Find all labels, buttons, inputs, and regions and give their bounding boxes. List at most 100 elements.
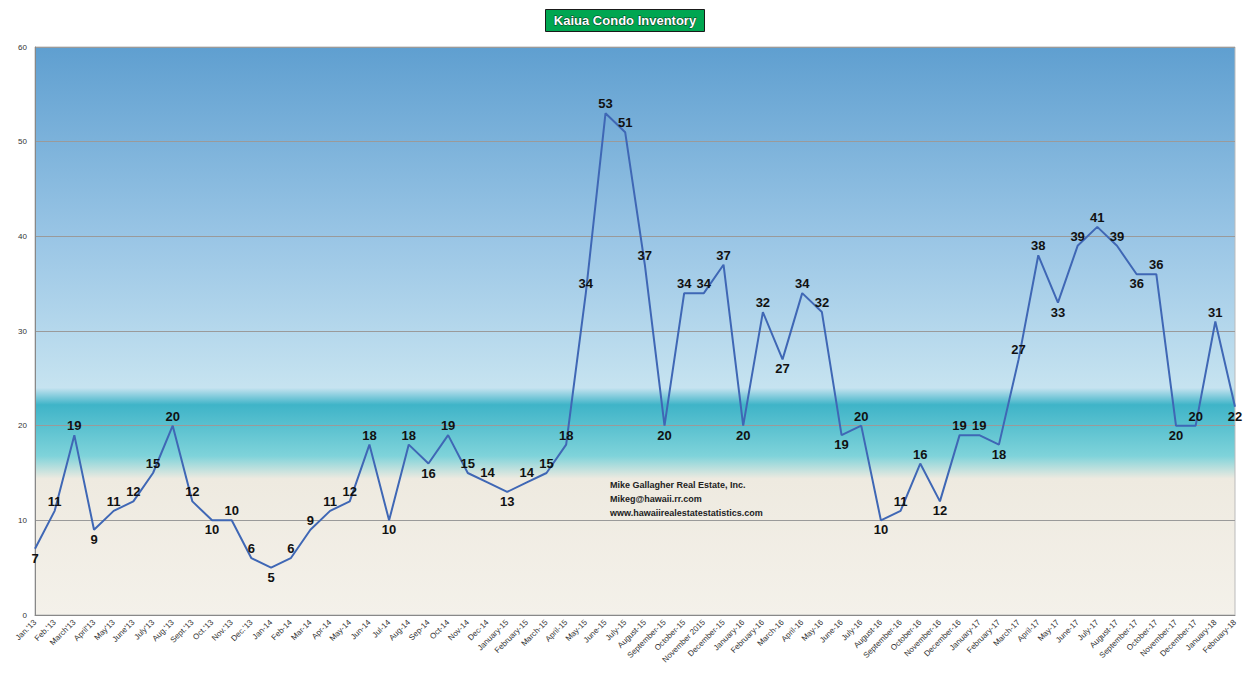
svg-text:www.hawaiirealestatestatistics: www.hawaiirealestatestatistics.com — [609, 508, 763, 518]
svg-text:19: 19 — [834, 437, 848, 452]
svg-text:39: 39 — [1070, 229, 1084, 244]
svg-text:18: 18 — [362, 428, 376, 443]
svg-text:14: 14 — [480, 465, 495, 480]
svg-text:39: 39 — [1110, 229, 1124, 244]
svg-text:March-15: March-15 — [519, 617, 550, 648]
svg-text:34: 34 — [677, 276, 692, 291]
svg-text:June-15: June-15 — [582, 617, 609, 644]
svg-text:27: 27 — [775, 361, 789, 376]
svg-text:11: 11 — [323, 494, 337, 509]
svg-text:9: 9 — [307, 513, 314, 528]
svg-text:34: 34 — [579, 276, 594, 291]
svg-text:19: 19 — [972, 418, 986, 433]
svg-text:December-16: December-16 — [922, 617, 963, 659]
svg-text:Jun-14: Jun-14 — [349, 617, 373, 641]
svg-text:11: 11 — [894, 494, 908, 509]
svg-text:September-16: September-16 — [861, 617, 904, 660]
svg-text:37: 37 — [716, 248, 730, 263]
svg-text:Sept.'13: Sept.'13 — [169, 617, 196, 644]
svg-text:10: 10 — [874, 522, 888, 537]
svg-text:February-15: February-15 — [492, 617, 530, 655]
svg-text:7: 7 — [31, 551, 38, 566]
svg-text:11: 11 — [48, 494, 62, 509]
svg-text:June-16: June-16 — [818, 617, 845, 644]
svg-text:16: 16 — [913, 447, 927, 462]
svg-text:41: 41 — [1090, 210, 1104, 225]
svg-text:22: 22 — [1228, 409, 1242, 424]
svg-text:September-17: September-17 — [1097, 617, 1140, 660]
svg-text:May-14: May-14 — [328, 617, 354, 643]
svg-text:12: 12 — [933, 503, 947, 518]
svg-text:December-17: December-17 — [1158, 617, 1199, 659]
svg-text:Kaiua Condo Inventory: Kaiua Condo Inventory — [554, 13, 697, 28]
svg-text:April'13: April'13 — [72, 617, 97, 642]
svg-text:12: 12 — [343, 484, 357, 499]
svg-text:20: 20 — [854, 409, 868, 424]
svg-text:53: 53 — [598, 96, 612, 111]
svg-text:0: 0 — [23, 611, 28, 620]
svg-text:18: 18 — [992, 447, 1006, 462]
svg-text:6: 6 — [248, 541, 255, 556]
svg-text:31: 31 — [1208, 305, 1222, 320]
svg-text:36: 36 — [1149, 257, 1163, 272]
svg-text:December-15: December-15 — [686, 617, 727, 659]
svg-text:June'13: June'13 — [111, 617, 137, 643]
svg-text:27: 27 — [1011, 342, 1025, 357]
svg-text:November-16: November-16 — [902, 617, 944, 659]
svg-text:38: 38 — [1031, 238, 1045, 253]
svg-text:March-17: March-17 — [992, 617, 1023, 648]
svg-text:30: 30 — [18, 327, 27, 336]
svg-text:Mikeg@hawaii.rr.com: Mikeg@hawaii.rr.com — [610, 494, 702, 504]
svg-text:20: 20 — [1188, 409, 1202, 424]
svg-text:10: 10 — [18, 516, 27, 525]
svg-text:60: 60 — [18, 43, 27, 52]
svg-text:15: 15 — [146, 456, 160, 471]
svg-text:February-18: February-18 — [1201, 617, 1239, 655]
svg-text:November 2015: November 2015 — [660, 617, 707, 665]
svg-text:6: 6 — [287, 541, 294, 556]
svg-text:51: 51 — [618, 115, 632, 130]
svg-text:40: 40 — [18, 232, 27, 241]
svg-text:March'13: March'13 — [48, 617, 78, 647]
svg-text:33: 33 — [1051, 305, 1065, 320]
svg-text:12: 12 — [126, 484, 140, 499]
svg-text:Feb-14: Feb-14 — [270, 617, 295, 642]
svg-text:5: 5 — [267, 570, 274, 585]
svg-text:36: 36 — [1129, 276, 1143, 291]
svg-text:32: 32 — [815, 295, 829, 310]
svg-text:37: 37 — [638, 248, 652, 263]
svg-text:12: 12 — [185, 484, 199, 499]
svg-text:19: 19 — [441, 418, 455, 433]
svg-text:20: 20 — [165, 409, 179, 424]
svg-text:Mar-14: Mar-14 — [289, 617, 314, 642]
svg-text:10: 10 — [382, 522, 396, 537]
svg-text:19: 19 — [67, 418, 81, 433]
svg-text:Sep-14: Sep-14 — [407, 617, 432, 642]
svg-text:20: 20 — [736, 428, 750, 443]
svg-text:15: 15 — [461, 456, 475, 471]
svg-text:11: 11 — [107, 494, 121, 509]
svg-text:September-15: September-15 — [625, 617, 668, 660]
svg-text:13: 13 — [500, 494, 514, 509]
svg-text:March-16: March-16 — [756, 617, 787, 648]
svg-text:19: 19 — [952, 418, 966, 433]
svg-text:34: 34 — [697, 276, 712, 291]
svg-text:15: 15 — [539, 456, 553, 471]
svg-text:20: 20 — [18, 421, 27, 430]
svg-text:10: 10 — [224, 503, 238, 518]
svg-text:16: 16 — [421, 466, 435, 481]
svg-text:18: 18 — [559, 428, 573, 443]
svg-text:20: 20 — [657, 428, 671, 443]
svg-text:9: 9 — [90, 532, 97, 547]
svg-text:14: 14 — [520, 465, 535, 480]
svg-text:18: 18 — [402, 428, 416, 443]
svg-text:20: 20 — [1169, 428, 1183, 443]
svg-text:34: 34 — [795, 276, 810, 291]
svg-text:10: 10 — [205, 522, 219, 537]
svg-text:June-17: June-17 — [1054, 617, 1081, 644]
svg-text:50: 50 — [18, 137, 27, 146]
svg-text:Mike Gallagher Real Estate, In: Mike Gallagher Real Estate, Inc. — [610, 480, 746, 490]
svg-text:Dec.'13: Dec.'13 — [229, 617, 255, 643]
svg-text:November-17: November-17 — [1138, 617, 1180, 659]
svg-text:32: 32 — [756, 295, 770, 310]
